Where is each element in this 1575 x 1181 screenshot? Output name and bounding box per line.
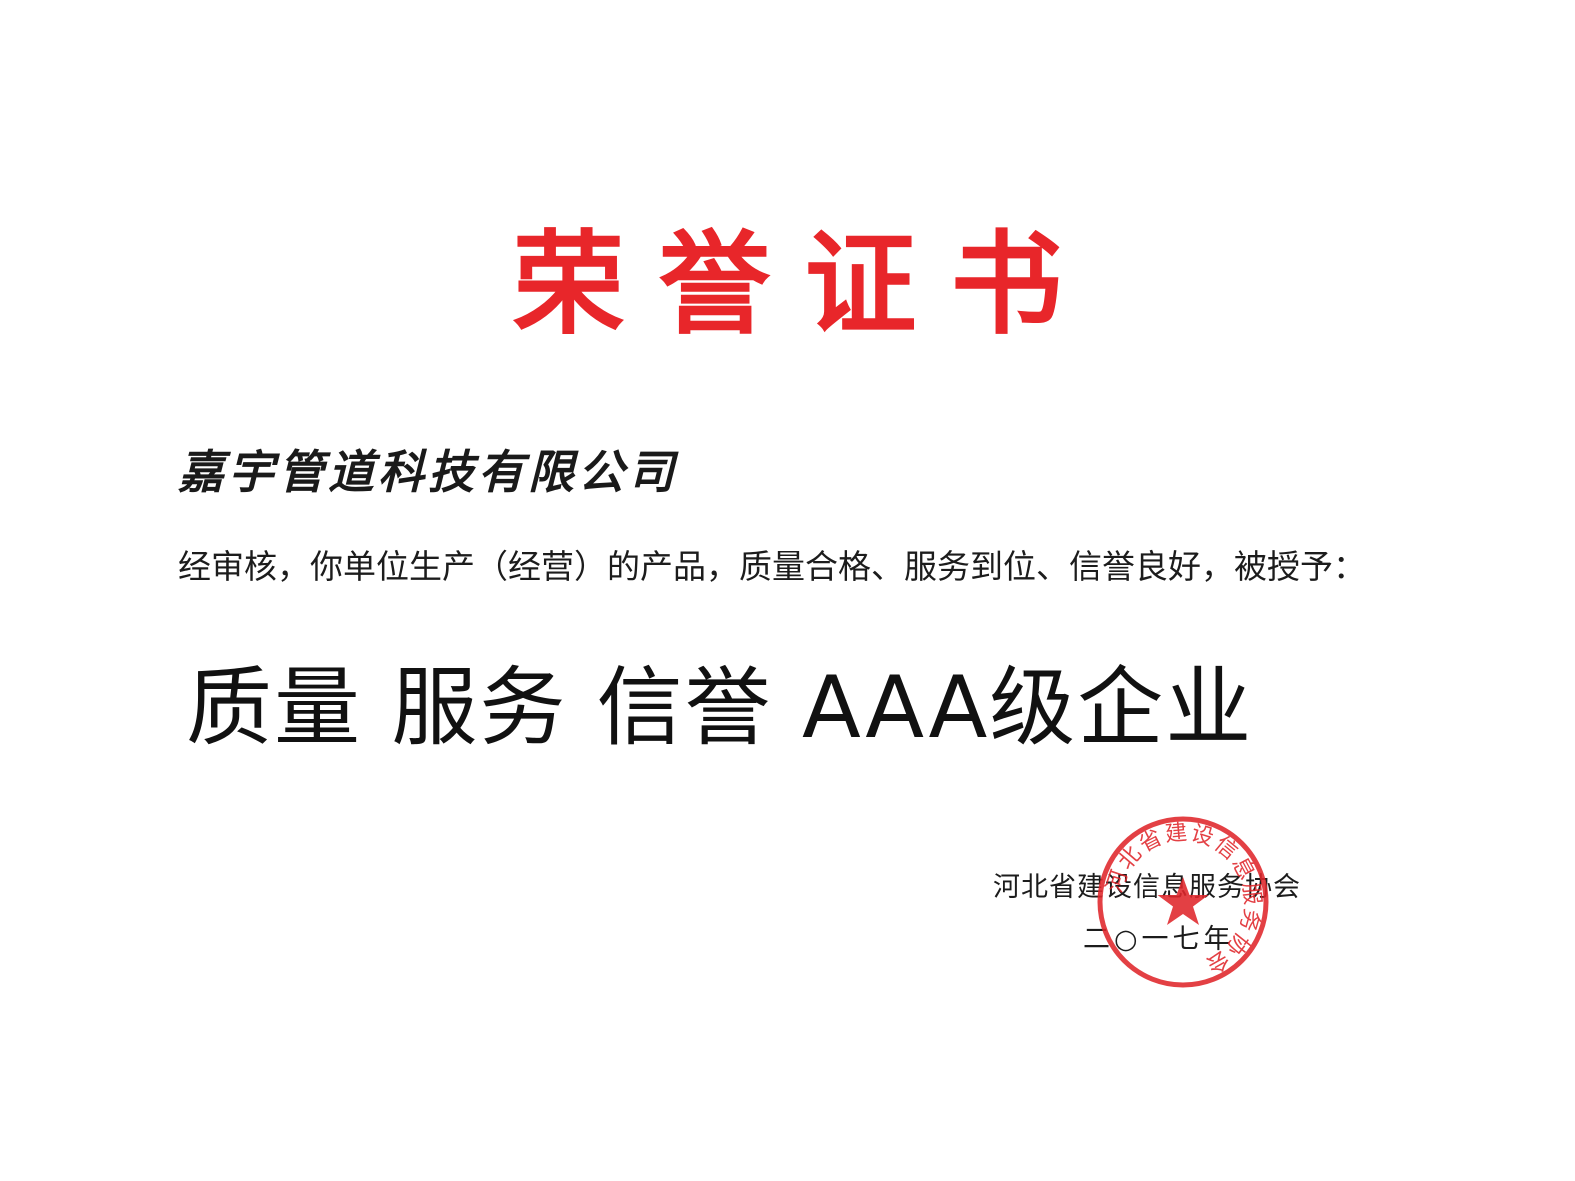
award-title: 质量 服务 信誉 AAA级企业 xyxy=(186,658,1254,758)
certificate-statement: 经审核，你单位生产（经营）的产品，质量合格、服务到位、信誉良好，被授予： xyxy=(178,547,1366,586)
red-star-icon xyxy=(1157,877,1209,925)
official-seal: 河北省建设信息服务协会 xyxy=(1097,816,1269,988)
company-name: 嘉宇管道科技有限公司 xyxy=(178,445,678,499)
seal-ring xyxy=(1097,816,1269,988)
issuer-name: 河北省建设信息服务协会 xyxy=(993,872,1301,903)
certificate-title: 荣誉证书 xyxy=(512,220,1097,350)
